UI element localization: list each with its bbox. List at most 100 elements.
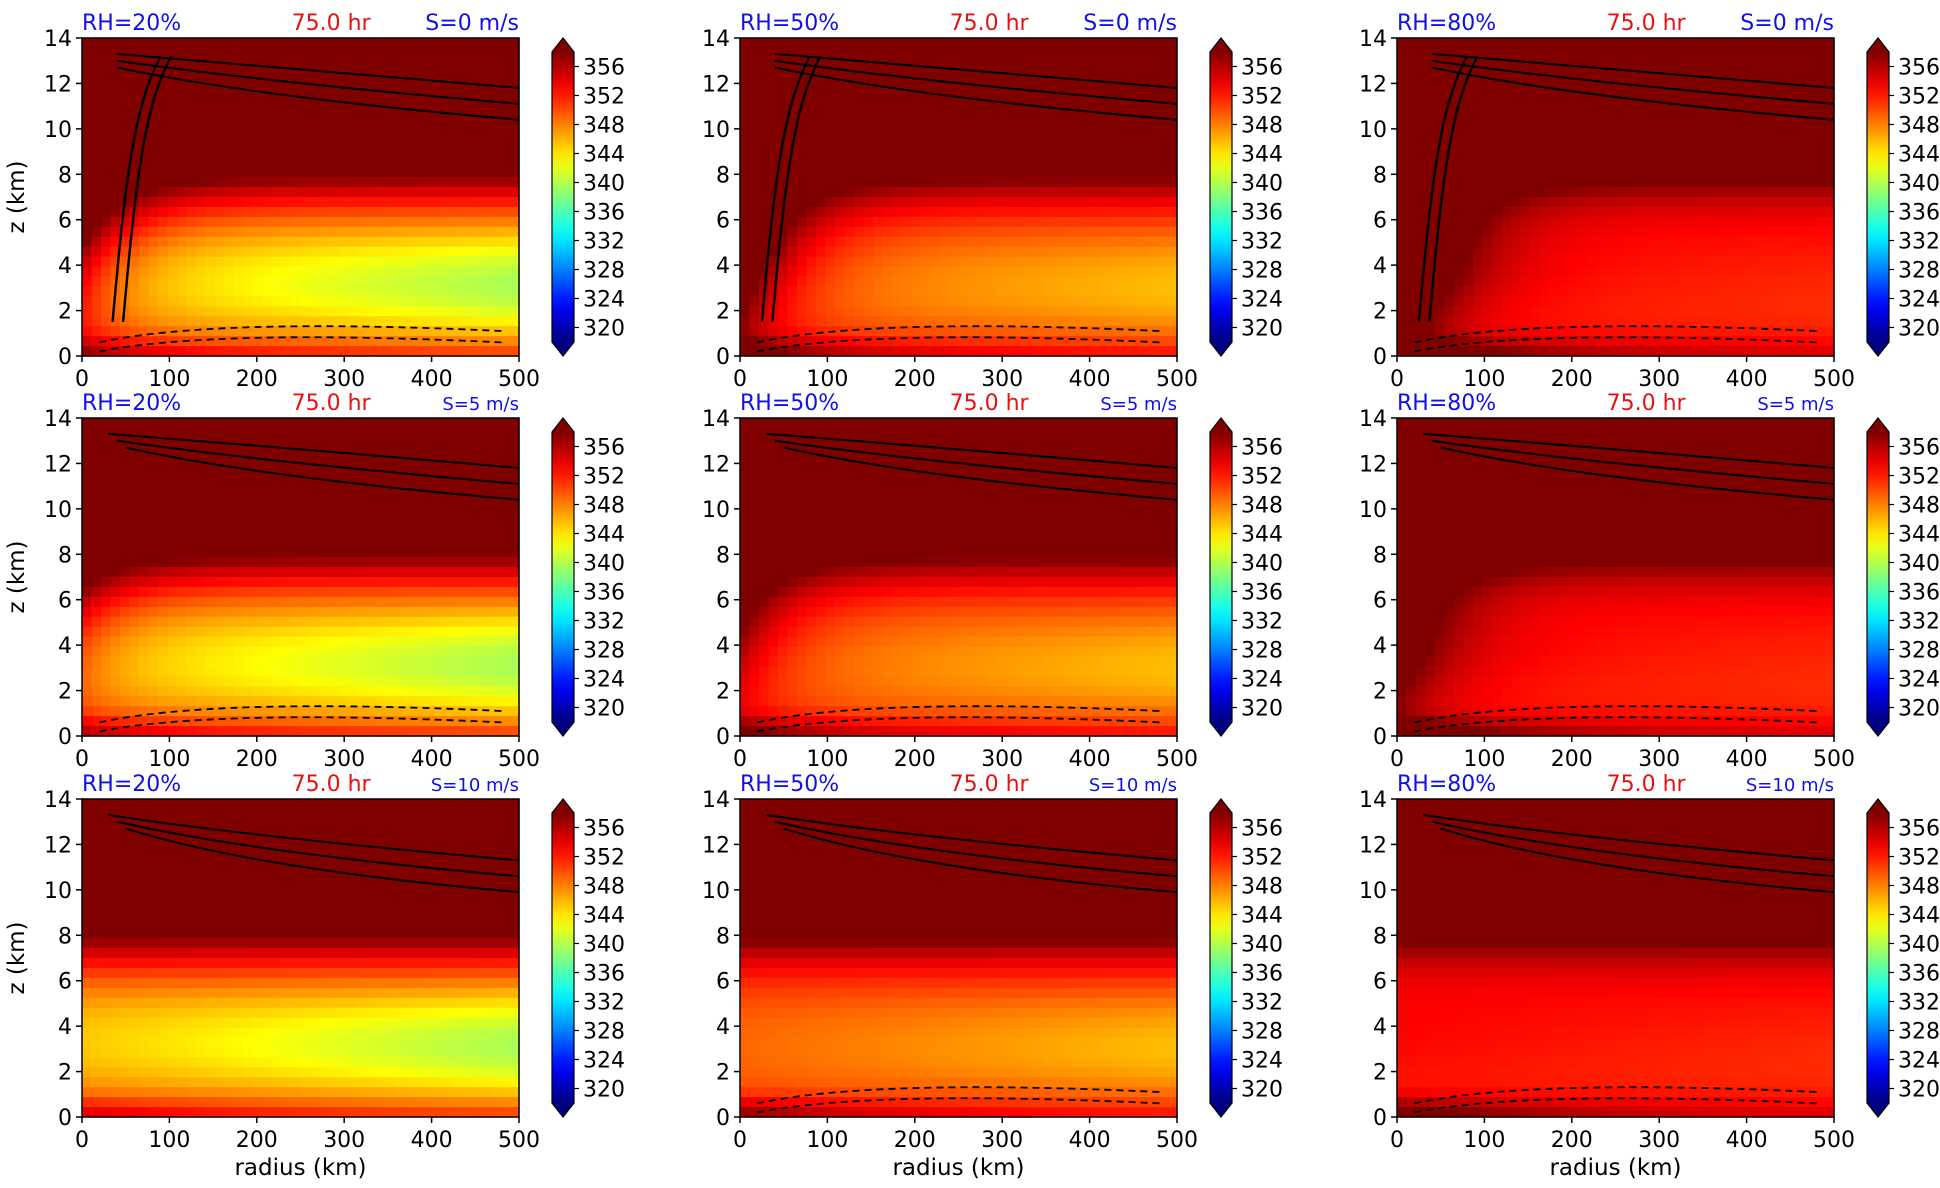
- heatmap-cell: [797, 87, 808, 99]
- heatmap-cell: [262, 326, 273, 337]
- heatmap-cell: [471, 276, 482, 288]
- heatmap-cell: [1082, 286, 1093, 297]
- heatmap-cell: [101, 47, 112, 59]
- heatmap-cell: [433, 236, 444, 248]
- heatmap-cell: [110, 47, 121, 59]
- heatmap-cell: [101, 537, 112, 548]
- heatmap-cell: [1435, 147, 1446, 158]
- heatmap-cell: [338, 38, 349, 49]
- heatmap-cell: [1492, 127, 1503, 138]
- heatmap-cell: [1653, 306, 1664, 317]
- heatmap-cell: [768, 137, 779, 148]
- heatmap-cell: [1805, 137, 1816, 148]
- heatmap-cell: [158, 226, 169, 238]
- heatmap-cell: [768, 47, 779, 59]
- heatmap-cell: [1006, 256, 1017, 268]
- heatmap-cell: [272, 296, 283, 307]
- heatmap-cell: [110, 676, 121, 687]
- heatmap-cell: [797, 286, 808, 297]
- heatmap-cell: [1777, 316, 1788, 327]
- heatmap-cell: [234, 167, 245, 178]
- heatmap-cell: [882, 87, 893, 99]
- heatmap-cell: [1568, 177, 1579, 188]
- heatmap-cell: [949, 266, 960, 278]
- heatmap-cell: [844, 107, 855, 119]
- heatmap-cell: [835, 187, 846, 198]
- heatmap-cell: [949, 67, 960, 79]
- heatmap-cell: [1072, 206, 1083, 218]
- heatmap-cell: [977, 246, 988, 258]
- panel-rh-label: RH=80%: [1397, 11, 1496, 36]
- heatmap-cell: [433, 206, 444, 218]
- heatmap-cell: [272, 216, 283, 228]
- heatmap-cell: [835, 286, 846, 297]
- heatmap-cell: [367, 256, 378, 268]
- heatmap-cell: [405, 216, 416, 228]
- heatmap-cell: [882, 246, 893, 258]
- heatmap-cell: [1473, 256, 1484, 268]
- panel-shear-label: S=0 m/s: [425, 11, 519, 36]
- heatmap-cell: [1767, 256, 1778, 268]
- heatmap-cell: [1006, 38, 1017, 49]
- heatmap-cell: [500, 256, 511, 268]
- heatmap-cell: [1444, 67, 1455, 79]
- heatmap-cell: [1406, 306, 1417, 317]
- heatmap-cell: [1587, 117, 1598, 129]
- heatmap-cell: [911, 326, 922, 337]
- heatmap-cell: [148, 616, 159, 628]
- heatmap-cell: [1691, 67, 1702, 79]
- heatmap-cell: [158, 216, 169, 228]
- heatmap-cell: [433, 276, 444, 288]
- heatmap-cell: [433, 246, 444, 258]
- heatmap-cell: [177, 467, 188, 479]
- heatmap-cell: [148, 418, 159, 429]
- heatmap-cell: [329, 336, 340, 347]
- heatmap-cell: [177, 447, 188, 459]
- heatmap-cell: [901, 336, 912, 347]
- heatmap-cell: [1110, 256, 1121, 268]
- heatmap-cell: [1606, 38, 1617, 49]
- heatmap-cell: [424, 316, 435, 327]
- heatmap-cell: [452, 236, 463, 248]
- heatmap-cell: [1606, 306, 1617, 317]
- heatmap-cell: [1691, 276, 1702, 288]
- heatmap-cell: [996, 117, 1007, 129]
- heatmap-cell: [243, 336, 254, 347]
- heatmap-cell: [1444, 316, 1455, 327]
- heatmap-cell: [120, 38, 131, 49]
- heatmap-cell: [958, 316, 969, 327]
- heatmap-cell: [1425, 326, 1436, 337]
- heatmap-cell: [101, 246, 112, 258]
- heatmap-cell: [1805, 266, 1816, 278]
- heatmap-cell: [1786, 157, 1797, 168]
- heatmap-cell: [1025, 236, 1036, 248]
- heatmap-cell: [1511, 97, 1522, 109]
- heatmap-cell: [1739, 296, 1750, 307]
- heatmap-cell: [167, 437, 178, 449]
- heatmap-cell: [196, 127, 207, 138]
- heatmap-cell: [1473, 47, 1484, 59]
- heatmap-cell: [167, 577, 178, 588]
- heatmap-cell: [481, 67, 492, 79]
- heatmap-cell: [82, 646, 93, 658]
- heatmap-cell: [82, 286, 93, 297]
- heatmap-cell: [968, 197, 979, 208]
- heatmap-cell: [1615, 216, 1626, 228]
- heatmap-cell: [224, 177, 235, 188]
- heatmap-cell: [1044, 47, 1055, 59]
- heatmap-cell: [1148, 147, 1159, 158]
- heatmap-cell: [1653, 167, 1664, 178]
- heatmap-cell: [310, 117, 321, 129]
- heatmap-cell: [844, 326, 855, 337]
- heatmap-cell: [873, 336, 884, 347]
- heatmap-cell: [1644, 316, 1655, 327]
- heatmap-cell: [1101, 326, 1112, 337]
- heatmap-cell: [1625, 38, 1636, 49]
- heatmap-cell: [1139, 346, 1150, 357]
- heatmap-cell: [882, 316, 893, 327]
- panel-time-label: 75.0 hr: [1607, 11, 1687, 36]
- heatmap-cell: [778, 256, 789, 268]
- heatmap-cell: [1644, 157, 1655, 168]
- heatmap-cell: [968, 107, 979, 119]
- heatmap-cell: [424, 236, 435, 248]
